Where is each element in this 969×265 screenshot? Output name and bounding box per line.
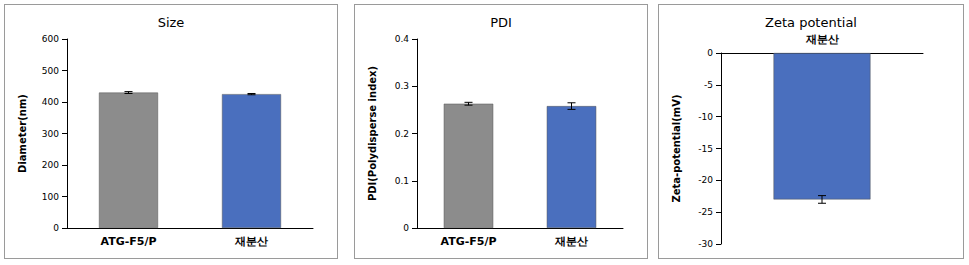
svg-text:0: 0 — [53, 223, 59, 233]
svg-text:ATG-F5/P: ATG-F5/P — [440, 235, 496, 248]
svg-text:Size: Size — [158, 15, 185, 30]
svg-text:Zeta-potential(mV): Zeta-potential(mV) — [671, 94, 682, 202]
svg-text:-10: -10 — [698, 112, 713, 122]
svg-text:500: 500 — [42, 66, 59, 76]
svg-text:-20: -20 — [698, 175, 713, 185]
svg-text:0: 0 — [403, 223, 409, 233]
svg-text:ATG-F5/P: ATG-F5/P — [100, 235, 156, 248]
svg-text:재분산: 재분산 — [805, 33, 839, 46]
svg-text:0.3: 0.3 — [395, 81, 409, 91]
svg-text:-30: -30 — [698, 239, 713, 249]
svg-text:600: 600 — [42, 34, 59, 44]
svg-text:PDI: PDI — [490, 15, 512, 30]
svg-text:200: 200 — [42, 160, 59, 170]
svg-text:300: 300 — [42, 129, 59, 139]
svg-text:0.1: 0.1 — [395, 176, 409, 186]
svg-text:0.4: 0.4 — [395, 34, 410, 44]
svg-text:0.2: 0.2 — [395, 129, 409, 139]
svg-text:재분산: 재분산 — [554, 235, 588, 248]
svg-text:400: 400 — [42, 97, 59, 107]
svg-text:0: 0 — [707, 48, 713, 58]
svg-text:-25: -25 — [698, 207, 713, 217]
svg-text:-5: -5 — [704, 80, 713, 90]
svg-text:-15: -15 — [698, 144, 713, 154]
svg-text:PDI(Polydisperse index): PDI(Polydisperse index) — [367, 66, 378, 201]
svg-text:Zeta potential: Zeta potential — [765, 15, 857, 30]
svg-text:Diameter(nm): Diameter(nm) — [17, 94, 28, 173]
svg-text:100: 100 — [42, 192, 59, 202]
svg-text:재분산: 재분산 — [234, 235, 268, 248]
